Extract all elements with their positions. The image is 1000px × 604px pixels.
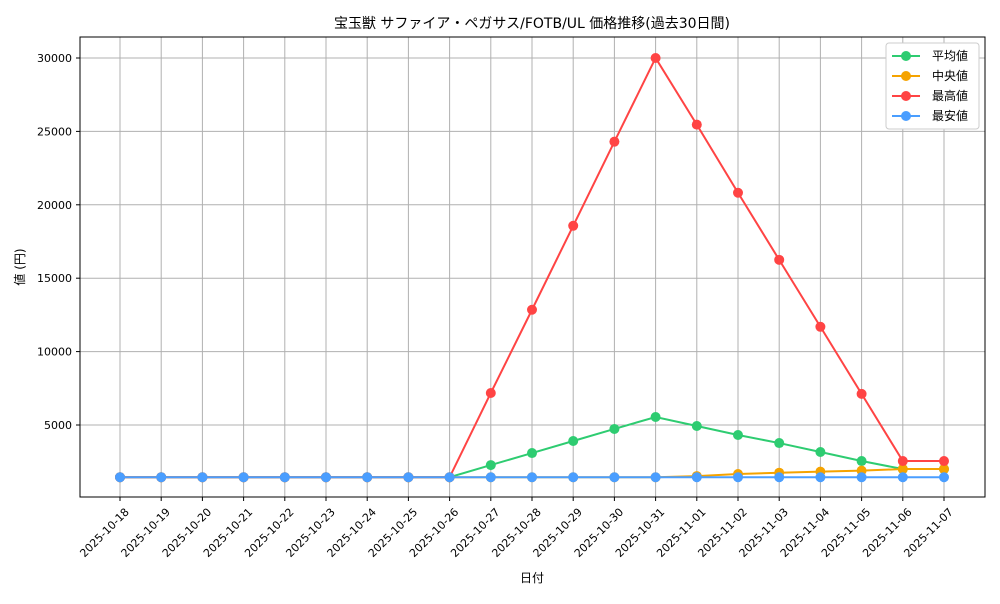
y-tick-label: 30000 — [37, 52, 72, 65]
data-point — [444, 472, 455, 483]
y-tick-label: 25000 — [37, 125, 72, 138]
x-axis: 2025-10-182025-10-192025-10-202025-10-21… — [77, 497, 956, 560]
data-point — [279, 472, 290, 483]
data-point — [856, 456, 867, 467]
y-tick-label: 20000 — [37, 199, 72, 212]
legend-item: 最安値 — [892, 108, 968, 123]
data-point — [115, 472, 125, 483]
data-point — [815, 321, 826, 332]
legend-marker-icon — [901, 71, 911, 81]
data-point — [403, 472, 414, 483]
data-point — [527, 472, 537, 483]
data-point — [897, 464, 908, 475]
data-point — [856, 472, 867, 483]
data-point — [774, 254, 785, 265]
y-axis-label: 値 (円) — [12, 248, 27, 285]
data-point — [939, 472, 949, 483]
series-group — [115, 52, 949, 483]
data-point — [897, 456, 908, 467]
y-axis: 5000 10000 15000 20000 25000 30000 — [37, 52, 80, 432]
data-point — [774, 472, 785, 483]
data-point — [527, 448, 537, 459]
legend-item: 最高値 — [892, 88, 968, 103]
data-point — [815, 447, 826, 458]
legend-marker-icon — [901, 91, 911, 101]
data-point — [485, 460, 496, 471]
legend-label: 最高値 — [932, 88, 968, 103]
data-point — [939, 456, 949, 467]
data-point — [856, 388, 867, 399]
data-point — [650, 52, 661, 63]
data-point — [568, 435, 579, 446]
data-point — [197, 472, 208, 483]
data-point — [568, 220, 579, 231]
data-point — [733, 429, 743, 440]
data-point — [733, 472, 743, 483]
data-point — [362, 472, 373, 483]
legend-label: 平均値 — [932, 48, 968, 63]
data-point — [609, 472, 620, 483]
legend-item: 中央値 — [892, 68, 968, 83]
data-point — [527, 304, 537, 315]
data-point — [609, 423, 620, 434]
data-point — [650, 411, 661, 422]
data-point — [815, 472, 826, 483]
data-point — [691, 472, 702, 483]
legend-marker-icon — [901, 111, 911, 121]
x-axis-label: 日付 — [520, 571, 544, 585]
data-point — [609, 136, 620, 147]
legend-item: 平均値 — [892, 48, 968, 63]
data-point — [774, 438, 785, 449]
legend-label: 最安値 — [932, 108, 968, 123]
chart-title: 宝玉獣 サファイア・ペガサス/FOTB/UL 価格推移(過去30日間) — [334, 16, 730, 32]
legend-label: 中央値 — [932, 68, 968, 83]
y-tick-label: 10000 — [37, 346, 72, 359]
data-point — [939, 464, 949, 475]
data-point — [733, 187, 743, 198]
data-point — [321, 472, 331, 483]
data-point — [568, 472, 579, 483]
y-tick-label: 5000 — [44, 419, 72, 432]
data-point — [485, 387, 496, 398]
data-point — [691, 119, 702, 130]
data-point — [897, 472, 908, 483]
data-point — [485, 472, 496, 483]
data-point — [650, 472, 661, 483]
data-point — [691, 421, 702, 432]
series-3 — [115, 472, 949, 483]
data-point — [156, 472, 167, 483]
grid — [80, 37, 985, 497]
legend-marker-icon — [901, 51, 911, 61]
y-tick-label: 15000 — [37, 272, 72, 285]
data-point — [238, 472, 249, 483]
legend-box — [885, 42, 980, 130]
